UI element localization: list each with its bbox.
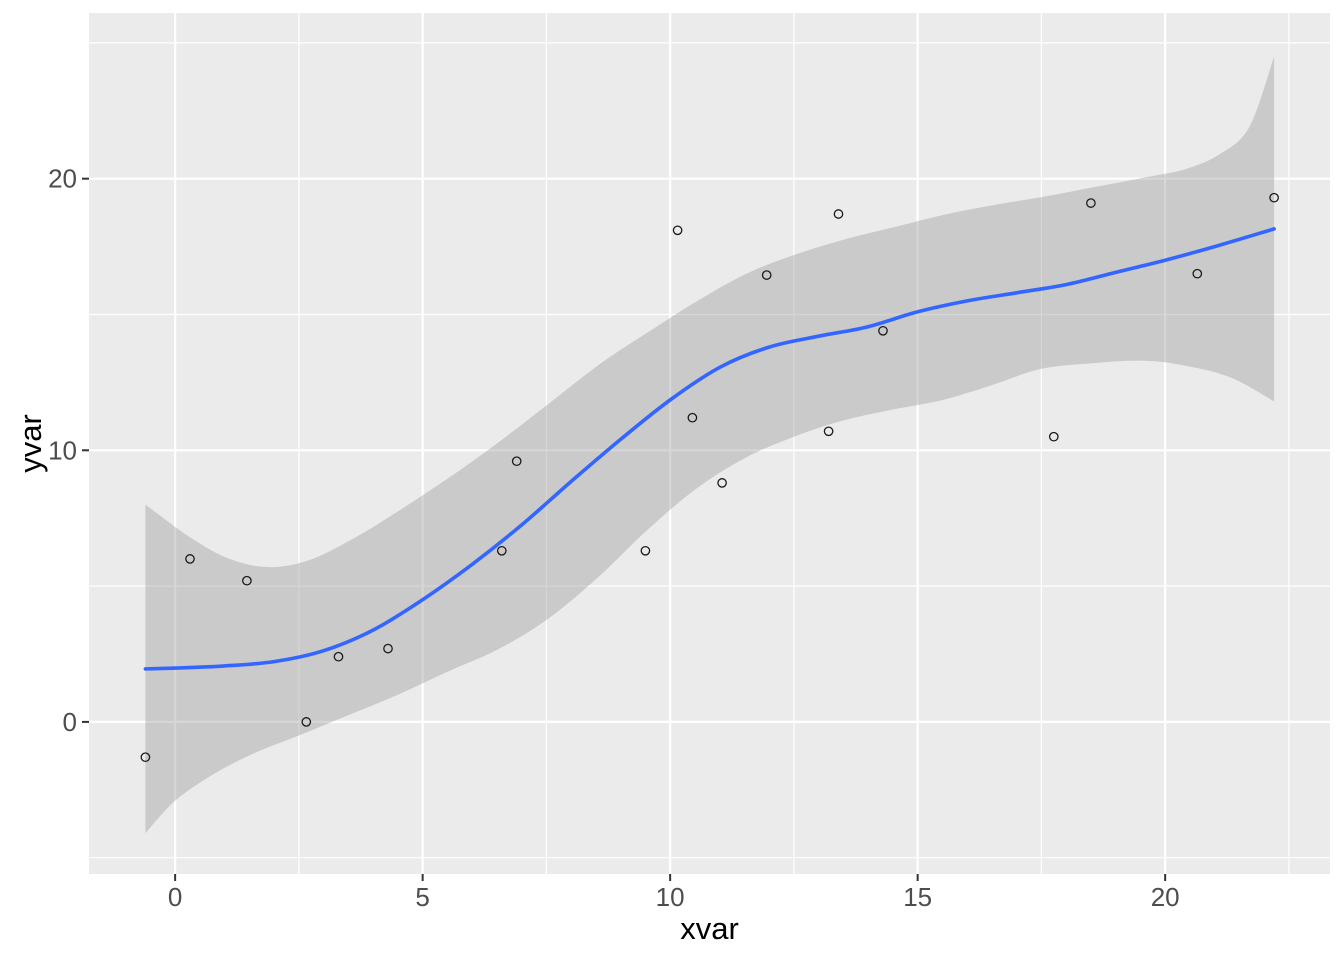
data-point	[1269, 192, 1279, 203]
data-point	[1086, 198, 1096, 208]
data-point	[672, 225, 683, 236]
data-point	[333, 651, 344, 662]
x-tick-label: 15	[903, 882, 932, 912]
confidence-ribbon	[145, 56, 1275, 834]
data-point	[242, 575, 252, 586]
data-point	[640, 545, 651, 556]
y-tick-label: 20	[48, 164, 77, 194]
data-point	[717, 478, 727, 488]
y-tick-label: 0	[63, 707, 77, 737]
plot-panel	[89, 13, 1330, 874]
x-tick-label: 10	[656, 882, 685, 912]
data-point	[140, 752, 151, 763]
data-point	[878, 325, 888, 336]
data-point	[511, 456, 522, 467]
data-point	[185, 554, 195, 564]
smooth-line	[143, 227, 1276, 671]
data-point	[823, 426, 834, 437]
data-point	[1192, 268, 1203, 279]
y-tick-label: 10	[48, 435, 77, 465]
data-point	[833, 209, 844, 219]
x-tick-label: 20	[1151, 882, 1180, 912]
data-point	[687, 412, 698, 423]
data-point	[496, 545, 507, 556]
data-point	[1048, 431, 1059, 442]
data-point	[301, 717, 312, 727]
x-axis-title: xvar	[680, 911, 739, 946]
y-axis-title: yvar	[13, 414, 48, 473]
data-point	[761, 270, 772, 280]
data-point	[383, 643, 393, 654]
x-tick-label: 5	[415, 882, 429, 912]
x-tick-label: 0	[168, 882, 182, 912]
